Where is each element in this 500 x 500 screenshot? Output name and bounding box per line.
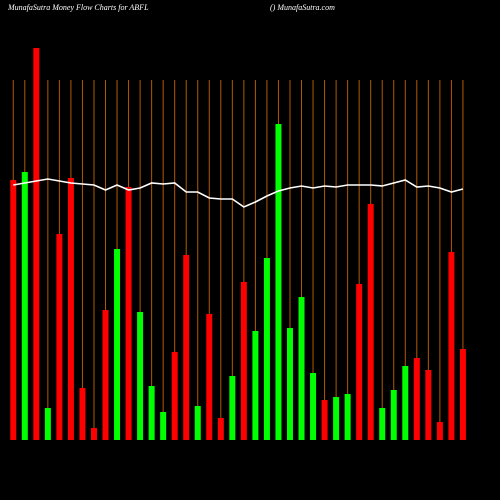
bar	[125, 187, 132, 440]
bar	[21, 172, 28, 440]
bar	[183, 255, 190, 440]
bar	[459, 349, 466, 440]
bar	[114, 249, 121, 440]
price-line	[13, 178, 464, 208]
bar	[217, 418, 224, 440]
bar	[67, 178, 74, 440]
bar	[229, 376, 236, 440]
bar	[102, 310, 109, 440]
bar	[356, 284, 363, 440]
bar	[56, 234, 63, 440]
chart-title: MunafaSutra Money Flow Charts for ABFL	[7, 3, 149, 12]
bar	[44, 408, 51, 440]
bar	[402, 366, 409, 440]
bar	[206, 314, 213, 440]
bar	[148, 386, 155, 440]
bar	[390, 390, 397, 440]
bar	[379, 408, 386, 440]
bar	[240, 282, 247, 440]
bar	[160, 412, 167, 440]
bar	[413, 358, 420, 440]
bar	[321, 400, 328, 440]
bar	[310, 373, 317, 440]
bar	[33, 48, 40, 440]
bar	[436, 422, 443, 440]
bar	[137, 312, 144, 440]
bar	[333, 397, 340, 440]
bar	[79, 388, 86, 440]
bar	[194, 406, 201, 440]
bar	[10, 180, 17, 440]
bar	[90, 428, 97, 440]
bar	[344, 394, 351, 440]
bar	[448, 252, 455, 440]
bar	[252, 331, 259, 440]
bar	[263, 258, 270, 440]
chart-subtitle: () MunafaSutra.com	[270, 3, 335, 12]
bar	[367, 204, 374, 440]
bar	[425, 370, 432, 440]
bar	[298, 297, 305, 440]
bar	[286, 328, 293, 440]
bar	[171, 352, 178, 440]
bar	[275, 124, 282, 440]
